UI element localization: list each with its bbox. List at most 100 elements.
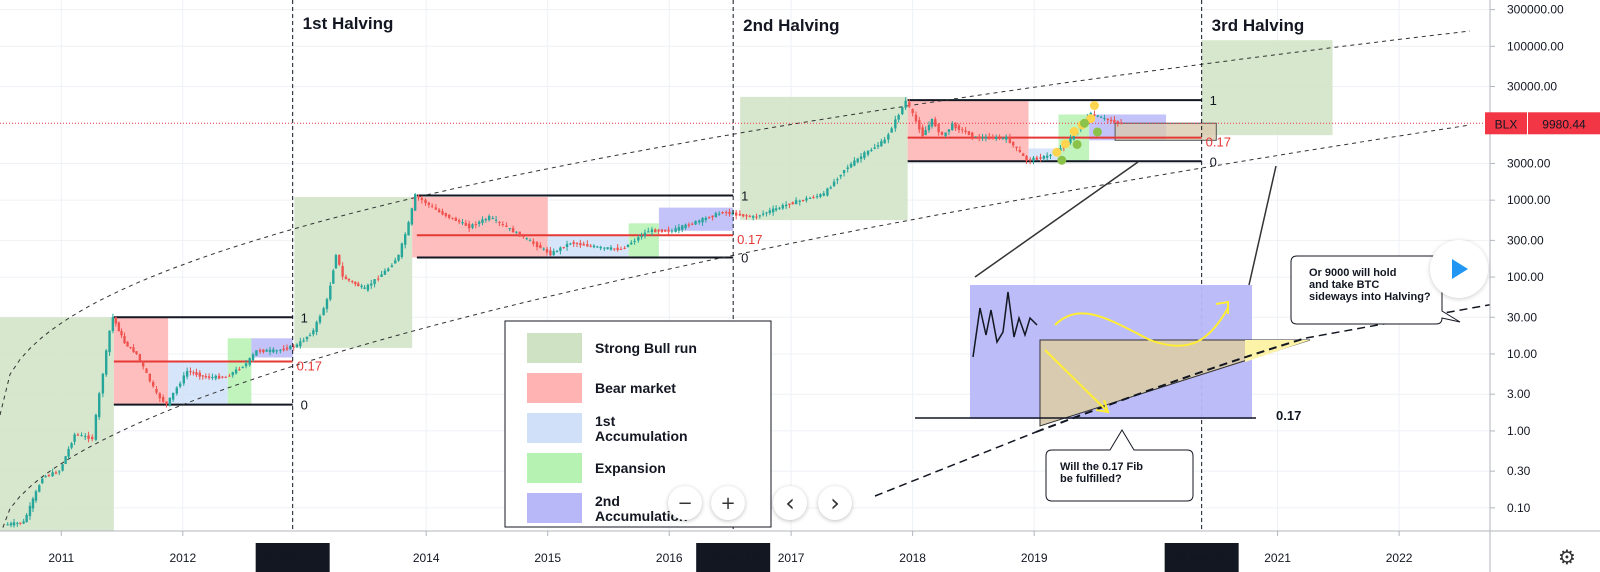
candle-body [1042, 155, 1046, 159]
candle-body [161, 397, 165, 402]
legend-label-bear-market: Bear market [595, 380, 676, 396]
candle-body [1021, 153, 1025, 156]
candle-body [1069, 137, 1072, 143]
candle-body [1025, 156, 1028, 161]
candle-body [308, 335, 312, 337]
candle-body [914, 114, 918, 122]
region-expansion [227, 338, 252, 405]
candle-body [562, 246, 565, 248]
halving-date-tag [255, 543, 330, 572]
candle-body [535, 242, 539, 247]
candle-body [934, 119, 937, 127]
candle-body [195, 372, 198, 375]
scroll-left-button[interactable]: ‹ [773, 486, 807, 520]
candle-body [1096, 115, 1099, 117]
candle-body [539, 245, 542, 249]
inset-yellow-arrowhead [1095, 399, 1110, 414]
candle-body [961, 129, 964, 131]
region-second-accumulation [251, 338, 293, 358]
candle-body [981, 137, 984, 139]
callout-fib-box [1045, 429, 1194, 502]
legend-label-first-accumulation: 1st Accumulation [595, 413, 688, 444]
candle-body [880, 141, 883, 147]
candle-body [64, 456, 67, 464]
play-button[interactable] [1430, 240, 1488, 298]
candle-body [1103, 117, 1106, 119]
price-tag: BLX 9980.44 [1485, 112, 1600, 135]
y-tick-label: 100.00 [1507, 270, 1544, 284]
candle-body [61, 464, 64, 471]
candle-body [400, 243, 404, 257]
candle-body [911, 109, 914, 114]
candle-body [745, 215, 748, 217]
candle-body [302, 340, 305, 342]
legend-label-strong-bull-run: Strong Bull run [595, 340, 697, 356]
inset-triangle [1039, 339, 1311, 427]
candle-body [494, 219, 498, 221]
candle-body [572, 242, 575, 244]
candle-body [784, 204, 788, 207]
candle-body [204, 375, 207, 378]
candle-body [1028, 159, 1032, 161]
candle-body [819, 194, 822, 197]
candle-body [484, 219, 487, 221]
candle-body [357, 283, 360, 287]
play-icon [1452, 259, 1468, 279]
zoom-out-button[interactable]: − [668, 486, 702, 520]
candle-body [305, 336, 309, 340]
candle-body [1116, 121, 1119, 123]
candle-body [185, 371, 189, 377]
candle-body [334, 255, 338, 269]
x-tick-label: 2012 [169, 551, 196, 565]
y-tick-label: 3.00 [1507, 387, 1531, 401]
candle-body [47, 475, 51, 477]
candle-body [691, 223, 694, 225]
scroll-right-button[interactable]: › [818, 486, 852, 520]
candle-body [67, 448, 70, 457]
legend-label-expansion: Expansion [595, 460, 666, 476]
candle-body [354, 281, 357, 285]
candle-body [417, 195, 420, 198]
candle-body [299, 341, 302, 347]
candle-body [16, 522, 19, 524]
candle-body [681, 225, 684, 230]
candle-body [437, 209, 441, 213]
candle-body [832, 181, 836, 186]
candle-body [145, 368, 148, 373]
candle-body [221, 376, 224, 378]
candle-body [451, 217, 454, 219]
candle-body [262, 349, 265, 353]
candle-body [532, 241, 535, 244]
candle-body [721, 212, 724, 214]
candle-body [207, 376, 211, 378]
candle-body [1012, 141, 1015, 146]
candle-body [318, 316, 322, 323]
candle-body [528, 240, 532, 242]
y-tick-label: 3000.00 [1507, 156, 1551, 170]
candle-body [201, 375, 204, 377]
candle-body [542, 248, 545, 250]
candle-body [798, 200, 801, 202]
settings-gear-icon[interactable]: ⚙ [1558, 545, 1576, 569]
candle-body [1093, 114, 1096, 116]
candle-body [1005, 136, 1008, 140]
candle-body [603, 247, 606, 249]
candle-body [189, 371, 192, 373]
region-first-accumulation [168, 361, 228, 405]
candle-body [347, 278, 351, 281]
candle-body [360, 285, 363, 288]
halving-date-label: 11 Jul '16 [708, 551, 758, 565]
candle-body [637, 237, 640, 241]
candle-body [894, 119, 897, 129]
candle-body [565, 243, 569, 247]
candle-body [224, 377, 227, 379]
legend-swatch-strong-bull-run [527, 333, 582, 363]
zoom-in-button[interactable]: + [711, 486, 745, 520]
candle-body [19, 522, 22, 524]
zoom-out-icon: − [677, 492, 693, 514]
candle-body [31, 498, 35, 509]
candle-body [158, 393, 162, 399]
price-tag-value: 9980.44 [1542, 117, 1586, 131]
candle-body [998, 137, 1001, 139]
